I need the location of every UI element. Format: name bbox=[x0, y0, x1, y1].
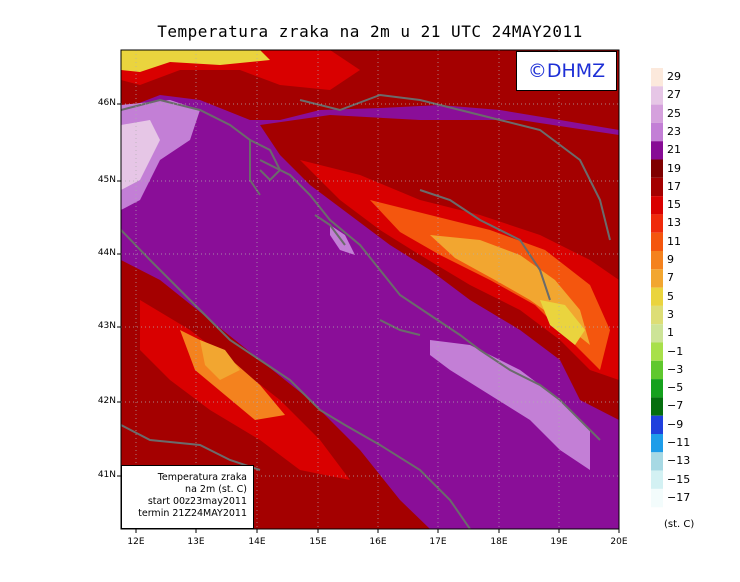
colorbar-label: −13 bbox=[667, 454, 691, 468]
colorbar-label: −1 bbox=[667, 344, 684, 358]
land-north-hot bbox=[121, 50, 270, 72]
lat-label: 41N bbox=[97, 470, 116, 480]
lat-label: 43N bbox=[97, 321, 116, 331]
colorbar-swatch bbox=[651, 68, 663, 87]
colorbar-label: 9 bbox=[667, 253, 674, 266]
colorbar-swatch bbox=[651, 141, 663, 160]
info-line: Temperatura zraka bbox=[157, 472, 247, 483]
lat-label: 46N bbox=[97, 98, 116, 108]
colorbar-swatch bbox=[651, 434, 663, 453]
colorbar-swatch bbox=[651, 452, 663, 471]
colorbar-label: −15 bbox=[667, 472, 691, 486]
colorbar-swatch bbox=[651, 269, 663, 288]
land-italy bbox=[121, 260, 430, 529]
coastline-italy-east bbox=[121, 229, 471, 529]
colorbar-label: 5 bbox=[667, 289, 674, 303]
colorbar-swatch bbox=[651, 232, 663, 251]
lon-label: 13E bbox=[187, 537, 205, 547]
lon-label: 12E bbox=[127, 537, 145, 547]
colorbar-swatch bbox=[651, 251, 663, 270]
colorbar-swatch bbox=[651, 104, 663, 123]
colorbar-label: 27 bbox=[667, 88, 681, 102]
island-1 bbox=[314, 214, 346, 246]
land-balkan-hotter bbox=[370, 200, 610, 370]
map-title: Temperatura zraka na 2m u 21 UTC 24MAY20… bbox=[157, 22, 583, 41]
colorbar-swatch bbox=[651, 397, 663, 416]
coastline-italy-north bbox=[121, 98, 261, 196]
colorbar-swatch bbox=[651, 122, 663, 142]
graticule bbox=[121, 50, 619, 529]
land-northwest-cooler bbox=[121, 120, 160, 190]
island-2 bbox=[379, 319, 421, 336]
land-balkan-hottest bbox=[540, 300, 585, 345]
colorbar-swatch bbox=[651, 287, 663, 306]
info-box: Temperatura zraka na 2m (st. C) start 00… bbox=[121, 465, 254, 529]
lon-label: 14E bbox=[248, 537, 266, 547]
lon-label: 15E bbox=[309, 537, 327, 547]
axis-ticks bbox=[117, 103, 620, 533]
info-line: termin 21Z24MAY2011 bbox=[138, 508, 247, 519]
colorbar-label: −17 bbox=[667, 490, 691, 504]
colorbar-swatch bbox=[651, 488, 663, 508]
lon-label: 20E bbox=[610, 537, 628, 547]
colorbar-label: 17 bbox=[667, 179, 681, 193]
colorbar-swatch bbox=[651, 342, 663, 361]
colorbar-swatch bbox=[651, 214, 663, 233]
colorbar-swatch bbox=[651, 305, 663, 325]
colorbar-label: 29 bbox=[667, 70, 681, 83]
lon-label: 18E bbox=[490, 537, 508, 547]
coastline-italy-south bbox=[121, 424, 261, 471]
colorbar-label: 7 bbox=[667, 271, 674, 285]
colorbar-swatch bbox=[651, 415, 663, 434]
colorbar-label: 19 bbox=[667, 161, 681, 175]
colorbar-units: (st. C) bbox=[664, 519, 695, 530]
lat-label: 42N bbox=[97, 396, 116, 406]
dhmz-logo: ©DHMZ bbox=[516, 51, 617, 91]
colorbar-label: −11 bbox=[667, 436, 691, 449]
border-land-2 bbox=[419, 189, 551, 301]
lon-label: 17E bbox=[429, 537, 447, 547]
colorbar-label: −5 bbox=[667, 381, 684, 395]
land-italy-hottest bbox=[200, 340, 240, 380]
colorbar-label: 15 bbox=[667, 198, 681, 212]
coastline-istria bbox=[249, 139, 282, 182]
land-balkan-warm bbox=[300, 160, 619, 380]
colorbar-label: 23 bbox=[667, 124, 681, 138]
colorbar-swatch bbox=[651, 177, 663, 197]
border-land bbox=[299, 93, 611, 241]
lat-label: 45N bbox=[97, 175, 116, 185]
colorbar-swatch bbox=[651, 470, 663, 489]
colorbar-label: 11 bbox=[667, 234, 681, 248]
lat-label: 44N bbox=[97, 248, 116, 258]
lon-label: 19E bbox=[550, 537, 568, 547]
colorbar-label: −3 bbox=[667, 362, 684, 376]
colorbar-label: 25 bbox=[667, 106, 681, 120]
colorbar-swatch bbox=[651, 324, 663, 343]
colorbar-label: 1 bbox=[667, 326, 674, 340]
colorbar-label: 21 bbox=[667, 143, 681, 157]
land-balkan-hot bbox=[430, 235, 590, 345]
colorbar-label: 3 bbox=[667, 307, 674, 321]
colorbar-swatch bbox=[651, 86, 663, 105]
colorbar-swatch bbox=[651, 379, 663, 398]
colorbar bbox=[651, 68, 663, 508]
colorbar-swatch bbox=[651, 360, 663, 380]
map-frame bbox=[120, 49, 620, 530]
lon-label: 16E bbox=[369, 537, 387, 547]
colorbar-label: 13 bbox=[667, 216, 681, 230]
info-line: na 2m (st. C) bbox=[185, 484, 247, 495]
sea-cool-south bbox=[430, 340, 590, 470]
colorbar-label: −7 bbox=[667, 399, 684, 413]
info-line: start 00z23may2011 bbox=[147, 496, 247, 507]
colorbar-swatch bbox=[651, 159, 663, 178]
colorbar-label: −9 bbox=[667, 417, 684, 431]
colorbar-swatch bbox=[651, 196, 663, 215]
coastline-croatia bbox=[259, 159, 601, 441]
